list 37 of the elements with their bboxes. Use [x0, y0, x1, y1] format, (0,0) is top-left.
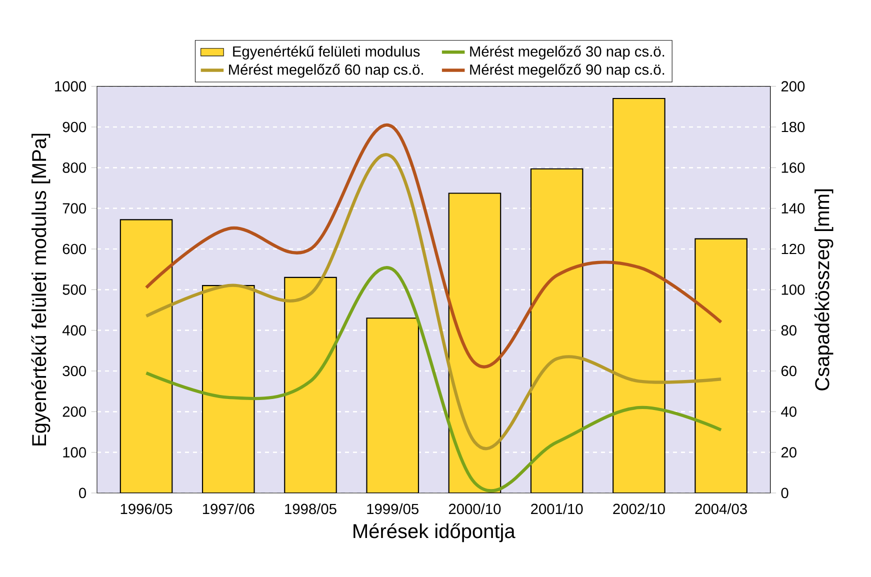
legend-label: Mérést megelőző 90 nap cs.ö. [470, 64, 664, 78]
y2-tick-label: 60 [781, 366, 796, 376]
y2-tick-label: 140 [782, 203, 805, 214]
y2-tick-label: 180 [782, 122, 805, 132]
legend-label: Mérést megelőző 30 nap cs.ö. [470, 46, 664, 60]
y-tick-label: 900 [62, 122, 86, 132]
x-tick-label: 1998/05 [285, 503, 336, 514]
y-tick-label: 600 [62, 244, 86, 254]
y2-tick-label: 100 [782, 284, 805, 295]
y-tick-label: 400 [62, 325, 86, 336]
x-tick-label: 1996/05 [120, 503, 172, 514]
y-tick-label: 200 [62, 406, 86, 417]
x-axis-title: Mérések időpontja [354, 523, 516, 542]
y2-axis-title: Csapadékösszeg [mm] [814, 189, 834, 390]
y2-tick-label: 80 [781, 325, 796, 336]
x-tick-label: 2001/10 [531, 503, 583, 514]
x-tick-label: 1997/06 [202, 503, 254, 514]
x-tick-label: 1999/05 [367, 503, 418, 514]
y-tick-label: 300 [62, 366, 86, 376]
x-tick-label: 2002/10 [613, 503, 665, 514]
y-tick-label: 0 [79, 488, 86, 498]
y-tick-label: 1000 [55, 81, 86, 92]
legend-label: Egyenértékű felületi modulus [233, 46, 420, 60]
legend-label: Mérést megelőző 60 nap cs.ö. [229, 64, 423, 78]
y-tick-label: 500 [62, 284, 86, 295]
y2-tick-label: 160 [782, 162, 805, 173]
x-tick-label: 2000/10 [448, 503, 501, 514]
y-axis-title: Egyenértékű felületi modulus [MPa] [31, 134, 50, 446]
y-tick-label: 700 [62, 203, 86, 214]
y-tick-label: 100 [63, 447, 86, 458]
y2-tick-label: 40 [781, 406, 796, 417]
y2-tick-label: 20 [781, 447, 796, 458]
y2-tick-label: 120 [782, 244, 805, 254]
x-tick-label: 2004/03 [695, 503, 747, 514]
y-tick-label: 800 [62, 162, 86, 173]
y2-tick-label: 200 [781, 81, 805, 92]
y2-tick-label: 0 [781, 488, 788, 498]
